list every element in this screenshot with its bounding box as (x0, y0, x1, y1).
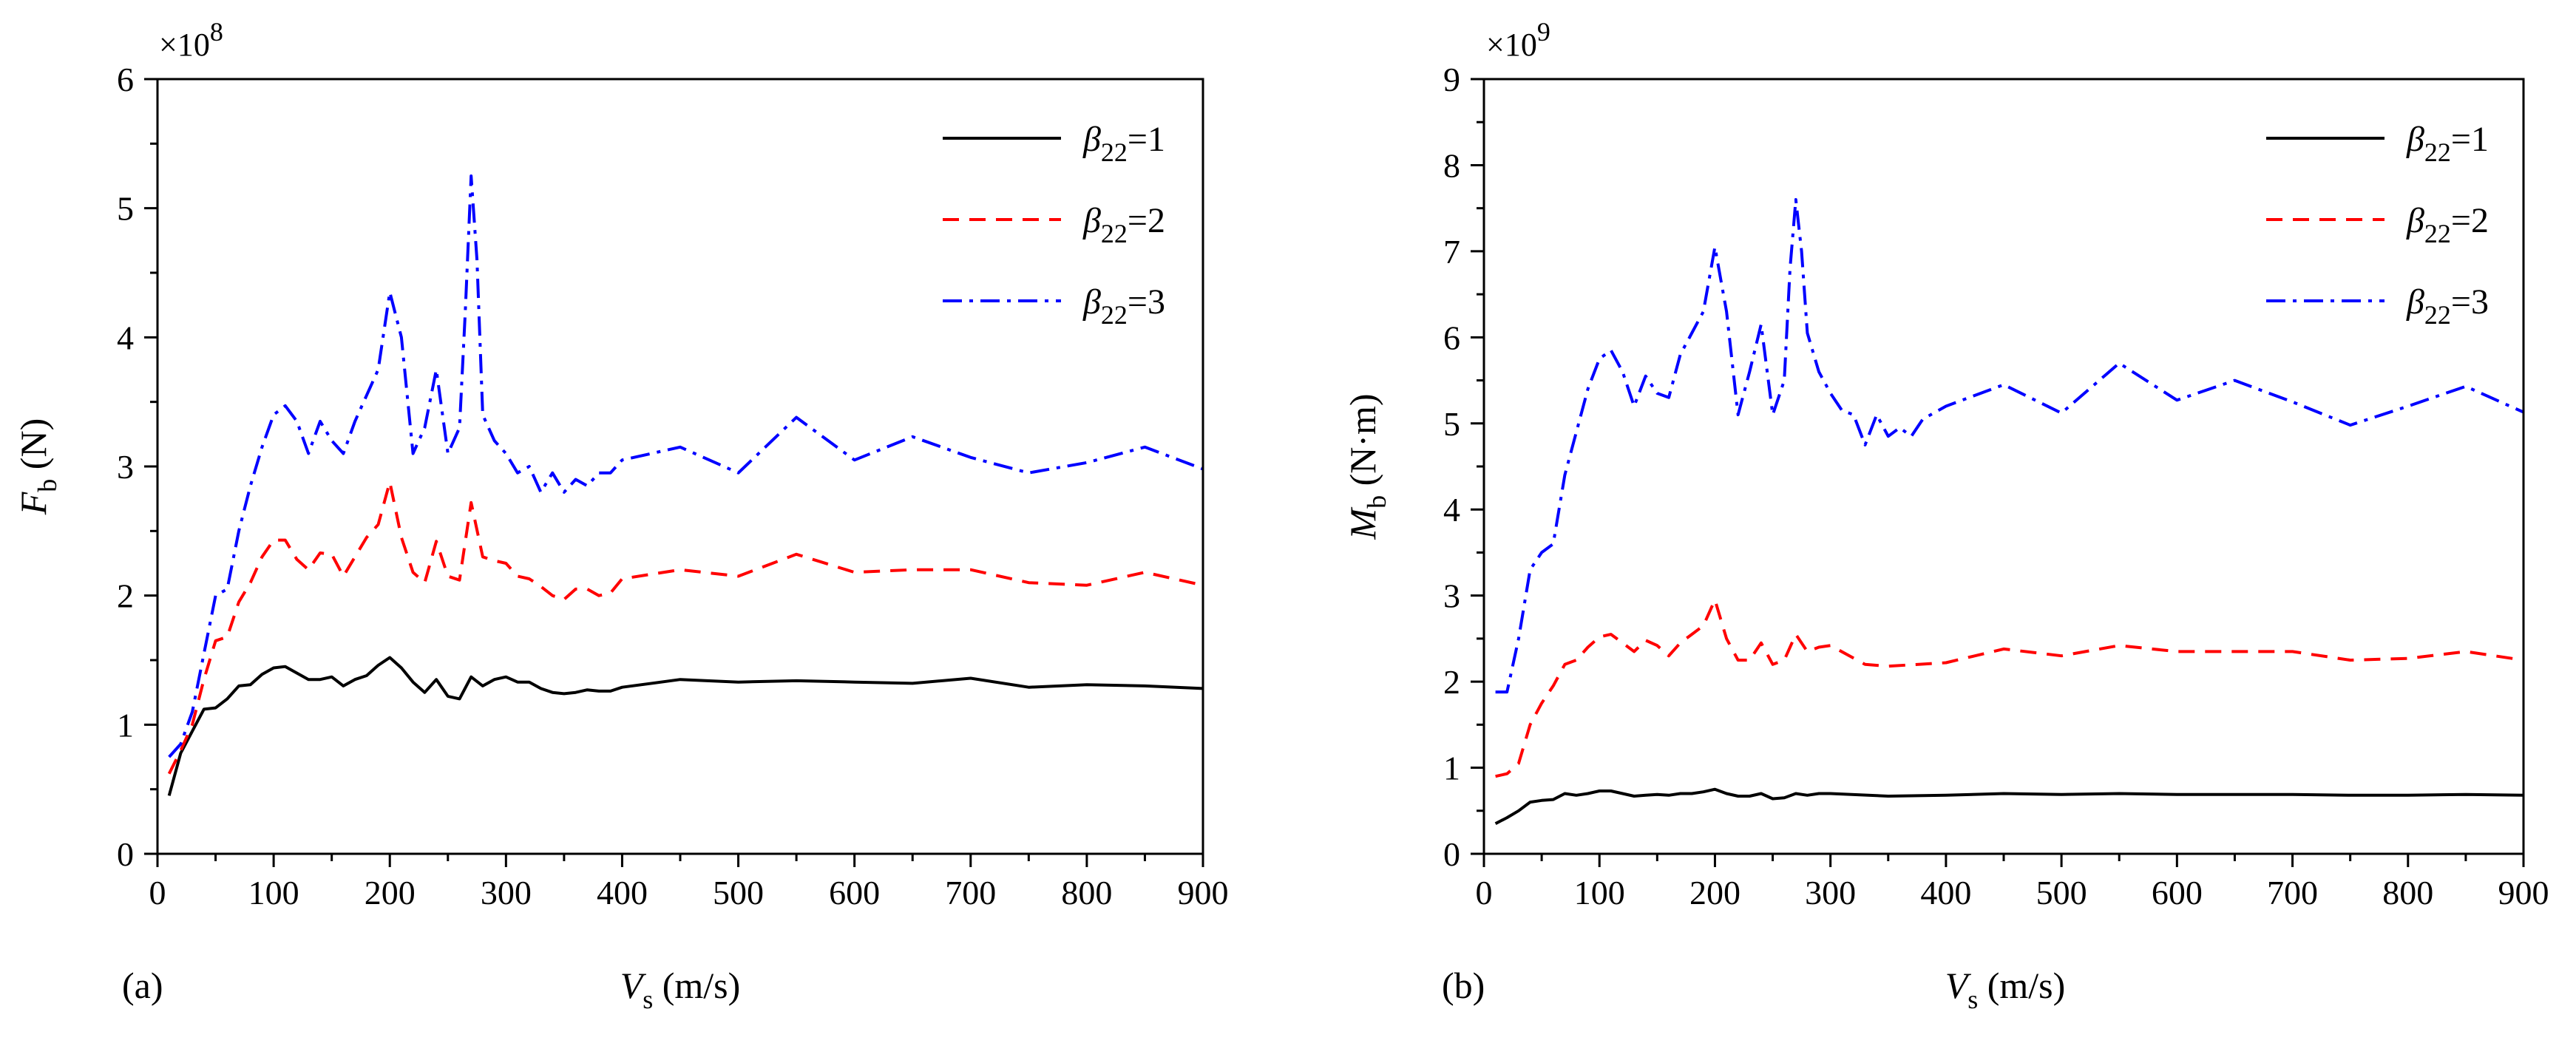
series-line-3 (1495, 198, 2524, 694)
y-tick-label: 7 (1443, 233, 1460, 271)
y-tick-label: 3 (117, 448, 134, 486)
series-line-2 (167, 480, 1203, 775)
legend-label-1: β22=1 (2406, 120, 2489, 167)
x-tick-label: 900 (1178, 874, 1229, 911)
panel-label: (a) (122, 965, 163, 1006)
y-tick-label: 4 (117, 319, 134, 356)
x-tick-label: 400 (1920, 874, 1971, 911)
x-tick-label: 800 (2382, 874, 2433, 911)
legend-label-1: β22=1 (1082, 120, 1165, 167)
legend-label-3: β22=3 (2406, 282, 2489, 330)
legend-label-2: β22=2 (2406, 201, 2489, 248)
y-tick-label: 0 (1443, 835, 1460, 873)
x-tick-label: 500 (713, 874, 764, 911)
x-tick-label: 200 (1689, 874, 1741, 911)
axis-exponent-label: ×108 (159, 17, 223, 63)
series-line-3 (168, 174, 1203, 758)
legend: β22=1 β22=2 β22=3 (943, 120, 1165, 330)
x-tick-label: 200 (365, 874, 416, 911)
x-tick-label: 600 (2152, 874, 2203, 911)
y-tick-label: 6 (117, 61, 134, 98)
x-tick-label: 600 (829, 874, 880, 911)
y-tick-label: 0 (117, 835, 134, 873)
legend-label-2: β22=2 (1082, 201, 1165, 248)
x-tick-label: 700 (2267, 874, 2318, 911)
plot-frame (1482, 78, 2525, 855)
plot-frame (156, 78, 1204, 855)
y-tick-label: 8 (1443, 146, 1460, 184)
axis-exponent-label: ×109 (1486, 17, 1550, 63)
panel-label: (b) (1442, 965, 1485, 1006)
y-axis-label: Mb (N·m) (1342, 393, 1392, 540)
x-tick-label: 800 (1061, 874, 1112, 911)
x-tick-label: 0 (1476, 874, 1493, 911)
x-tick-label: 100 (248, 874, 299, 911)
series-line-1 (1494, 787, 2524, 825)
x-axis-label: Vs (m/s) (1945, 965, 2066, 1014)
y-axis-label: Fb (N) (13, 418, 62, 515)
y-tick-label: 2 (117, 577, 134, 615)
y-tick-label: 4 (1443, 491, 1460, 529)
legend-label-3: β22=3 (1082, 282, 1165, 330)
legend: β22=1 β22=2 β22=3 (2266, 120, 2489, 330)
y-tick-label: 6 (1443, 319, 1460, 356)
y-tick-label: 3 (1443, 577, 1460, 615)
y-tick-label: 5 (1443, 405, 1460, 443)
x-tick-label: 100 (1574, 874, 1625, 911)
x-axis-label: Vs (m/s) (620, 965, 741, 1014)
y-tick-label: 2 (1443, 663, 1460, 701)
y-tick-label: 9 (1443, 61, 1460, 98)
y-tick-label: 5 (117, 190, 134, 228)
x-tick-label: 300 (481, 874, 532, 911)
y-tick-label: 1 (1443, 750, 1460, 787)
x-tick-label: 400 (597, 874, 648, 911)
x-tick-label: 0 (149, 874, 166, 911)
x-tick-label: 700 (945, 874, 996, 911)
chart-panel-a: 0 100 200 300 400 500 600 700 800 900 0 1 2 3 4 5 6 ×108 F… (13, 17, 1229, 1014)
x-tick-label: 500 (2036, 874, 2087, 911)
series-line-2 (1495, 598, 2524, 778)
x-tick-label: 900 (2498, 874, 2549, 911)
y-tick-label: 1 (117, 706, 134, 744)
x-tick-label: 300 (1805, 874, 1856, 911)
series-line-1 (167, 656, 1203, 796)
chart-panel-b: 0 100 200 300 400 500 600 700 800 900 0 1 2 3 4 5 6 7 8 9 ×1… (1342, 17, 2549, 1014)
